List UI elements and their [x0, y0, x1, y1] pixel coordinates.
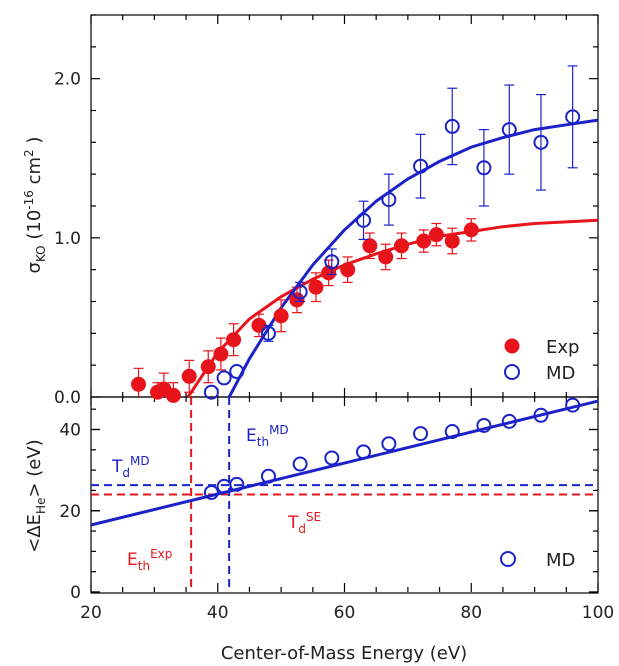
md-energy-point: [324, 450, 340, 466]
md-energy-point: [356, 444, 372, 460]
x-tick-label: 80: [460, 603, 482, 623]
exp-fit-curve: [186, 218, 599, 398]
md-point: [216, 370, 232, 386]
md-energy-point: [381, 436, 397, 452]
md-point: [476, 160, 492, 176]
y-tick-label: 2.0: [54, 70, 81, 90]
top-legend: Exp MD: [504, 337, 579, 384]
eth-exp-annotation: EthExp: [127, 547, 172, 573]
eth-md-annotation: EthMD: [246, 423, 289, 449]
exp-point: [131, 376, 147, 392]
threshold-lines: [91, 397, 598, 592]
md-point: [381, 192, 397, 208]
exp-point: [181, 368, 197, 384]
exp-point: [273, 308, 289, 324]
md-point: [444, 118, 460, 134]
md-energy-point: [501, 413, 517, 429]
md-energy-point: [216, 478, 232, 494]
md-energy-point: [229, 476, 245, 492]
md-point: [324, 254, 340, 270]
x-tick-label: 20: [80, 603, 102, 623]
exp-point: [444, 233, 460, 249]
md-fit-curve: [227, 118, 599, 398]
exp-point: [165, 387, 181, 403]
bottom-y-axis-label: <ΔEHe> (eV): [24, 439, 48, 552]
legend-md-marker: [504, 364, 520, 380]
exp-point: [226, 332, 242, 348]
md-energy-point: [203, 484, 219, 500]
md-point: [229, 364, 245, 380]
x-axis-label: Center-of-Mass Energy (eV): [221, 643, 467, 664]
fit-curves: [90, 118, 599, 527]
y-tick-label: 0: [70, 583, 81, 603]
md-point: [565, 109, 581, 125]
x-tick-label: 100: [582, 603, 614, 623]
data-marks: [131, 65, 581, 500]
exp-point: [308, 279, 324, 295]
y-tick-label: 20: [59, 502, 81, 522]
exp-point: [463, 222, 479, 238]
top-panel-frame: [90, 14, 599, 398]
legend-exp-marker: [504, 338, 520, 354]
md-energy-point: [444, 424, 460, 440]
exp-point: [428, 227, 444, 243]
td-md-annotation: TdMD: [111, 454, 150, 480]
legend-exp-label: Exp: [546, 337, 579, 358]
top-y-axis-label: σKO (10-16 cm2 ): [22, 137, 48, 274]
bottom-legend: MD: [500, 550, 575, 571]
ticks: [90, 14, 599, 593]
md-energy-point: [413, 426, 429, 442]
legend-md-label: MD: [546, 363, 575, 384]
exp-point: [200, 359, 216, 375]
exp-point: [213, 346, 229, 362]
md-energy-point: [260, 468, 276, 484]
md-energy-point: [292, 456, 308, 472]
exp-point: [289, 292, 305, 308]
exp-point: [340, 262, 356, 278]
y-tick-label: 0.0: [54, 388, 81, 408]
td-se-annotation: TdSE: [287, 510, 321, 536]
md-energy-fit-line: [90, 399, 599, 527]
exp-point: [362, 238, 378, 254]
md-point: [501, 122, 517, 138]
exp-point: [394, 238, 410, 254]
exp-point: [416, 233, 432, 249]
md-energy-point: [565, 397, 581, 413]
y-tick-label: 40: [59, 421, 81, 441]
md-point: [356, 212, 372, 228]
legend-md-marker-bottom: [500, 551, 516, 567]
x-tick-label: 60: [334, 603, 356, 623]
md-energy-point: [476, 417, 492, 433]
md-point: [292, 284, 308, 300]
md-point: [260, 325, 276, 341]
md-point: [533, 134, 549, 150]
legend-md-label-bottom: MD: [546, 550, 575, 571]
md-energy-point: [533, 407, 549, 423]
y-tick-label: 1.0: [54, 229, 81, 249]
x-tick-label: 40: [207, 603, 229, 623]
md-point: [203, 384, 219, 400]
exp-point: [378, 249, 394, 265]
md-point: [413, 158, 429, 174]
